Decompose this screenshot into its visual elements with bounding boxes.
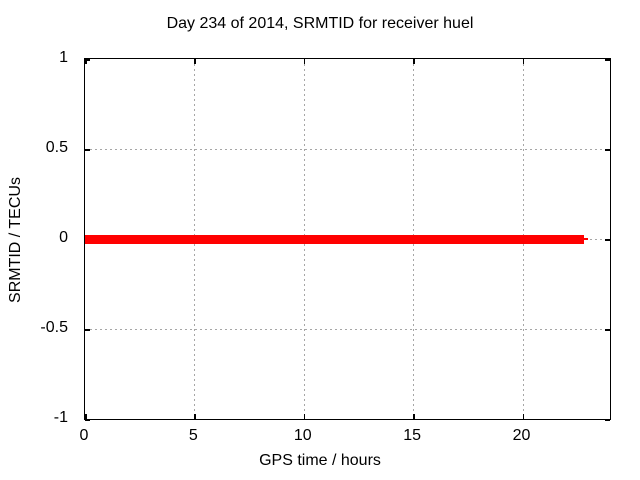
y-tick-mark-right	[605, 419, 610, 421]
x-tick-mark-bottom	[413, 414, 415, 419]
x-tick-label: 10	[293, 427, 312, 444]
y-gridline	[85, 329, 610, 330]
data-line	[85, 234, 584, 244]
x-tick-mark-top	[522, 59, 524, 64]
x-tick-mark-top	[413, 59, 415, 64]
y-gridline	[85, 149, 610, 150]
y-tick-mark-left	[85, 149, 90, 151]
y-axis-label: SRMTID / TECUs	[7, 177, 25, 303]
x-tick-label: 5	[188, 427, 198, 444]
y-tick-label: 0.5	[45, 139, 68, 157]
x-tick-mark-bottom	[522, 414, 524, 419]
y-tick-label: -1	[53, 409, 68, 427]
x-tick-mark-bottom	[194, 414, 196, 419]
chart-title: Day 234 of 2014, SRMTID for receiver hue…	[166, 15, 474, 32]
y-tick-label: 1	[59, 49, 68, 67]
y-tick-label: -0.5	[40, 319, 68, 337]
x-tick-mark-bottom	[85, 414, 87, 419]
x-tick-mark-bottom	[303, 414, 306, 419]
x-tick-label: 0	[79, 427, 89, 444]
y-tick-label: 0	[59, 229, 68, 247]
x-axis-label: GPS time / hours	[259, 452, 381, 469]
x-tick-mark-top	[303, 59, 306, 64]
y-tick-mark-left	[85, 59, 90, 61]
plot-area	[84, 58, 611, 421]
x-tick-label: 20	[512, 427, 531, 444]
y-tick-mark-right	[605, 239, 610, 241]
y-tick-mark-right	[605, 149, 610, 151]
x-tick-mark-top	[85, 59, 87, 64]
y-tick-mark-right	[605, 59, 610, 61]
y-tick-mark-right	[605, 329, 610, 331]
data-line	[583, 238, 589, 240]
x-tick-mark-top	[194, 59, 196, 64]
y-tick-mark-left	[85, 419, 90, 421]
x-tick-label: 15	[403, 427, 422, 444]
y-tick-mark-left	[85, 329, 90, 331]
